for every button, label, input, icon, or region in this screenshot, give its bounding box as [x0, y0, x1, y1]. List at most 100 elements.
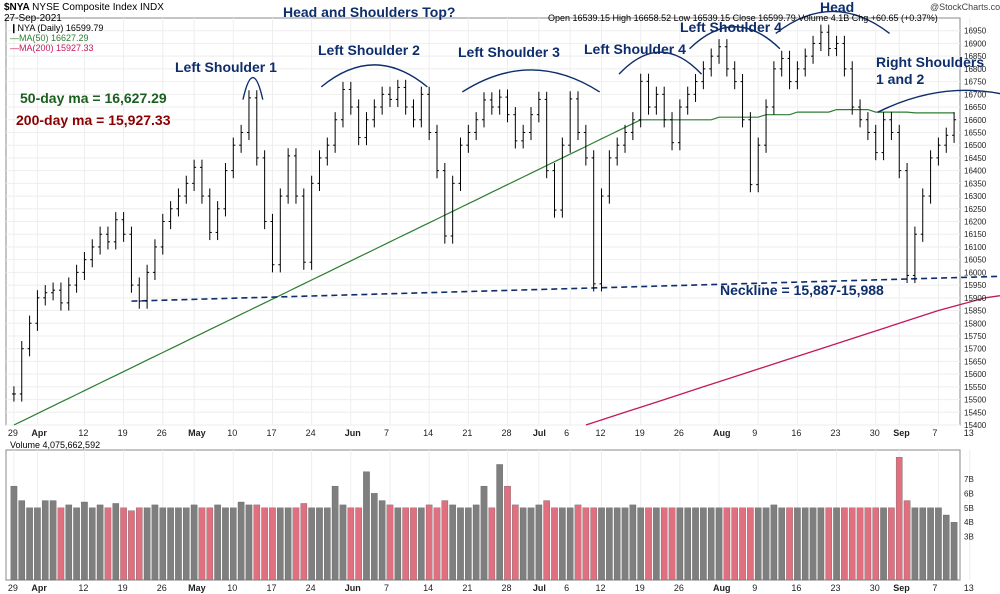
- volume-bar: [684, 507, 691, 581]
- x-tick-label: 14: [423, 583, 433, 593]
- volume-bars: [10, 457, 958, 581]
- volume-bar: [347, 507, 355, 581]
- volume-bar: [582, 507, 590, 581]
- y-tick-label: 16000: [964, 268, 987, 277]
- volume-tick-label: 6B: [964, 489, 974, 498]
- volume-bar: [778, 507, 786, 581]
- x-tick-label: 12: [596, 583, 606, 593]
- x-tick-label: 17: [266, 583, 276, 593]
- label-ls1: Left Shoulder 1: [175, 59, 277, 75]
- volume-bar: [598, 507, 605, 581]
- volume-bar: [723, 507, 731, 581]
- volume-bar: [668, 507, 676, 581]
- x-tick-label: 29: [8, 428, 18, 438]
- volume-bar: [425, 504, 433, 581]
- volume-bar: [559, 507, 566, 581]
- y-tick-label: 16300: [964, 192, 987, 201]
- volume-bar: [371, 493, 378, 581]
- volume-bar: [363, 471, 370, 581]
- volume-bar: [519, 507, 527, 581]
- x-tick-label: 13: [964, 428, 974, 438]
- ma50-series: [13, 108, 955, 426]
- x-tick-label: Sep: [893, 583, 910, 593]
- volume-bar: [653, 507, 660, 581]
- volume-bar: [848, 507, 856, 581]
- volume-bar: [316, 507, 323, 581]
- label-ls4-upper: Left Shoulder 4: [680, 19, 782, 35]
- volume-bar: [574, 504, 582, 581]
- volume-bar: [794, 507, 801, 581]
- volume-bar: [700, 507, 707, 581]
- x-tick-label: 19: [635, 583, 645, 593]
- shoulder-arc: [689, 26, 781, 50]
- shoulder-arc: [775, 10, 890, 35]
- legend-ma50: —MA(50) 16627.29: [10, 33, 89, 43]
- volume-bar: [81, 501, 88, 581]
- x-tick-label: 26: [674, 428, 684, 438]
- grid-lines: [6, 18, 971, 580]
- y-tick-label: 16100: [964, 243, 987, 252]
- x-tick-label: 6: [564, 428, 569, 438]
- volume-bar: [410, 507, 417, 581]
- volume-bar: [707, 507, 715, 581]
- volume-bar: [324, 507, 331, 581]
- volume-bar: [449, 504, 456, 581]
- volume-bar: [488, 507, 496, 581]
- x-tick-label: 17: [266, 428, 276, 438]
- x-tick-label: 10: [227, 583, 237, 593]
- y-tick-label: 15600: [964, 370, 987, 379]
- volume-bar: [104, 507, 112, 581]
- y-tick-label: 16750: [964, 78, 987, 87]
- volume-bar: [96, 504, 104, 581]
- volume-bar: [551, 507, 558, 581]
- x-tick-label: 24: [306, 583, 316, 593]
- volume-bar: [308, 507, 315, 581]
- volume-bar: [402, 507, 409, 581]
- x-tick-label: 21: [462, 583, 472, 593]
- x-tick-label: 29: [8, 583, 18, 593]
- x-tick-label: Jul: [533, 583, 546, 593]
- shoulder-arc: [877, 89, 1000, 113]
- volume-bar: [786, 507, 793, 581]
- volume-bar: [543, 500, 550, 581]
- x-tick-label: 19: [118, 428, 128, 438]
- y-tick-label: 16200: [964, 218, 987, 227]
- shoulder-arc: [242, 77, 264, 100]
- volume-bar: [676, 507, 684, 581]
- volume-bar: [277, 507, 284, 581]
- volume-bar: [895, 457, 903, 581]
- volume-bar: [692, 507, 699, 581]
- x-tick-label: May: [188, 583, 206, 593]
- volume-bar: [480, 485, 488, 581]
- x-tick-label: 12: [78, 583, 88, 593]
- x-tick-label: 16: [791, 428, 801, 438]
- y-tick-label: 16600: [964, 116, 987, 125]
- volume-bar: [762, 507, 770, 581]
- volume-bar: [222, 507, 229, 581]
- y-tick-label: 15450: [964, 408, 987, 417]
- x-tick-label: Jun: [345, 583, 361, 593]
- y-tick-label: 16900: [964, 39, 987, 48]
- ma50-annotation: 50-day ma = 16,627.29: [20, 90, 167, 106]
- label-right-shoulders-2: 1 and 2: [876, 71, 925, 87]
- volume-bar: [801, 507, 809, 581]
- x-tick-label: 23: [831, 583, 841, 593]
- x-tick-label: 14: [423, 428, 433, 438]
- y-tick-label: 16400: [964, 167, 987, 176]
- x-tick-label: 6: [564, 583, 569, 593]
- volume-bar: [175, 507, 182, 581]
- neckline-series: [131, 275, 1000, 302]
- x-tick-label: 24: [306, 428, 316, 438]
- volume-bar: [57, 507, 65, 581]
- volume-bar: [825, 507, 833, 581]
- volume-bar: [911, 507, 919, 581]
- ma200-line: [585, 294, 1000, 426]
- volume-bar: [903, 500, 911, 581]
- y-tick-label: 15850: [964, 307, 987, 316]
- price-axis: 15400 15450 15500 15550 15600 15650 15700 15750…: [964, 27, 987, 430]
- date-axis: 29 29 Apr Apr 12 12 19 19 26 26 May May 10 10 17 17 24 24…: [8, 428, 974, 593]
- y-tick-label: 15550: [964, 383, 987, 392]
- volume-bar: [386, 504, 394, 581]
- volume-bar: [206, 507, 214, 581]
